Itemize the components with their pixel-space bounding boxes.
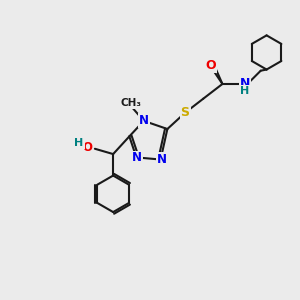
Text: N: N bbox=[157, 153, 167, 166]
Text: N: N bbox=[132, 152, 142, 164]
Text: CH₃: CH₃ bbox=[120, 98, 141, 108]
Text: N: N bbox=[240, 76, 250, 90]
Text: H: H bbox=[241, 86, 250, 96]
Text: O: O bbox=[205, 58, 216, 72]
Text: O: O bbox=[82, 141, 92, 154]
Text: S: S bbox=[181, 106, 190, 119]
Text: N: N bbox=[139, 114, 149, 128]
Text: H: H bbox=[74, 139, 84, 148]
